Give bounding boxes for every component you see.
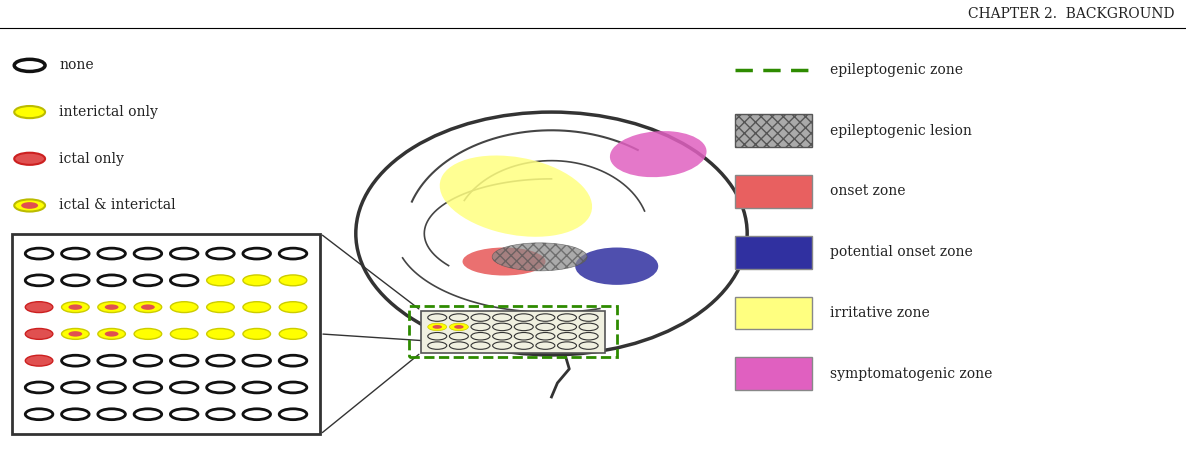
Ellipse shape	[492, 243, 587, 271]
Circle shape	[206, 275, 235, 286]
FancyBboxPatch shape	[735, 297, 812, 329]
Circle shape	[428, 323, 447, 331]
Circle shape	[134, 302, 161, 312]
Circle shape	[141, 304, 155, 310]
Circle shape	[206, 302, 235, 312]
Bar	[421, 311, 605, 353]
Circle shape	[62, 302, 89, 312]
Text: epileptogenic lesion: epileptogenic lesion	[830, 124, 973, 138]
Circle shape	[206, 328, 235, 340]
Text: potential onset zone: potential onset zone	[830, 245, 973, 259]
Circle shape	[14, 106, 45, 118]
Text: CHAPTER 2.  BACKGROUND: CHAPTER 2. BACKGROUND	[968, 7, 1174, 21]
Ellipse shape	[356, 112, 747, 355]
Bar	[12, 234, 320, 434]
Circle shape	[25, 355, 53, 366]
Circle shape	[243, 275, 270, 286]
Circle shape	[104, 331, 119, 337]
Circle shape	[243, 302, 270, 312]
Circle shape	[97, 328, 126, 340]
Circle shape	[25, 328, 53, 340]
Ellipse shape	[440, 156, 592, 237]
Circle shape	[279, 302, 307, 312]
Text: interictal only: interictal only	[59, 105, 158, 119]
Circle shape	[97, 302, 126, 312]
Circle shape	[171, 302, 198, 312]
Text: ictal only: ictal only	[59, 152, 125, 166]
Ellipse shape	[610, 131, 707, 177]
Text: epileptogenic zone: epileptogenic zone	[830, 63, 963, 77]
Circle shape	[62, 328, 89, 340]
Circle shape	[449, 323, 468, 331]
Circle shape	[171, 328, 198, 340]
Circle shape	[433, 325, 442, 329]
Text: onset zone: onset zone	[830, 184, 906, 198]
Circle shape	[134, 328, 161, 340]
Circle shape	[454, 325, 464, 329]
FancyBboxPatch shape	[735, 357, 812, 390]
Circle shape	[279, 328, 307, 340]
Text: symptomatogenic zone: symptomatogenic zone	[830, 367, 993, 381]
Circle shape	[14, 199, 45, 212]
Circle shape	[69, 304, 82, 310]
FancyBboxPatch shape	[735, 175, 812, 208]
Circle shape	[69, 331, 82, 337]
FancyBboxPatch shape	[735, 236, 812, 269]
Circle shape	[14, 153, 45, 165]
Ellipse shape	[575, 248, 658, 285]
Circle shape	[21, 202, 38, 209]
FancyBboxPatch shape	[735, 114, 812, 147]
Ellipse shape	[463, 248, 546, 276]
Circle shape	[279, 275, 307, 286]
Circle shape	[25, 302, 53, 312]
Text: none: none	[59, 58, 94, 72]
Circle shape	[243, 328, 270, 340]
Text: ictal & interictal: ictal & interictal	[59, 198, 176, 212]
Circle shape	[104, 304, 119, 310]
Text: irritative zone: irritative zone	[830, 306, 930, 320]
